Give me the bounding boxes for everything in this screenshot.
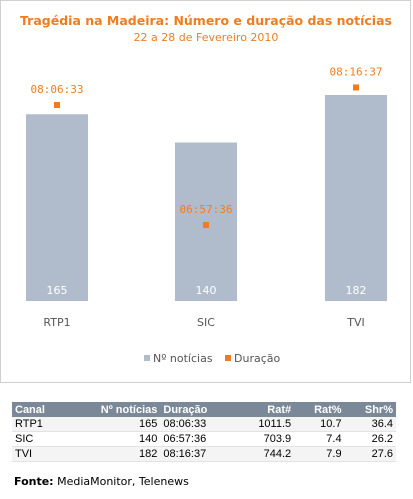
category-label: TVI [346, 316, 365, 329]
data-table: Canal Nº notícias Duração Rat# Rat% Shr%… [12, 402, 396, 462]
chart-title: Tragédia na Madeira: Número e duração da… [20, 13, 392, 28]
cell-shr-pct: 36.4 [344, 417, 396, 432]
cell-rat-pct: 7.4 [294, 431, 345, 447]
duration-marker-sic [203, 222, 209, 228]
legend-label-duracao: Duração [234, 352, 280, 365]
chart-frame: Tragédia na Madeira: Número e duração da… [0, 0, 411, 383]
duration-label: 08:16:37 [330, 65, 383, 78]
cell-rat: 744.2 [235, 446, 295, 462]
cell-canal: SIC [12, 431, 67, 447]
cell-rat: 1011.5 [235, 417, 295, 432]
source-note: Fonte: MediaMonitor, Telenews [14, 475, 189, 488]
duration-label: 06:57:36 [180, 203, 233, 216]
cell-canal: TVI [12, 446, 67, 462]
chart: Tragédia na Madeira: Número e duração da… [20, 13, 392, 365]
bar-rtp1 [26, 114, 88, 301]
cell-rat-pct: 10.7 [294, 417, 345, 432]
cell-noticias: 182 [66, 446, 161, 462]
legend: Nº notícias Duração [144, 352, 280, 365]
header-rat: Rat# [235, 402, 295, 417]
header-rat-pct: Rat% [294, 402, 345, 417]
duration-marker-rtp1 [54, 102, 60, 108]
cell-duracao: 06:57:36 [160, 431, 236, 447]
source-label: Fonte: [14, 475, 54, 488]
header-duracao: Duração [160, 402, 236, 417]
table-row: SIC 140 06:57:36 703.9 7.4 26.2 [12, 431, 396, 447]
bar-value-label: 165 [47, 284, 68, 297]
cell-duracao: 08:06:33 [160, 417, 236, 432]
chart-subtitle: 22 a 28 de Fevereiro 2010 [134, 31, 279, 44]
duration-marker-tvi [353, 84, 359, 91]
category-label: SIC [197, 316, 215, 329]
duration-label: 08:06:33 [31, 83, 84, 96]
table-row: RTP1 165 08:06:33 1011.5 10.7 36.4 [12, 417, 396, 432]
bar-value-label: 140 [196, 284, 217, 297]
header-noticias: Nº notícias [66, 402, 161, 417]
bar-value-label: 182 [346, 284, 367, 297]
cell-rat: 703.9 [235, 431, 295, 447]
cell-duracao: 08:16:37 [160, 446, 236, 462]
bar-sic [175, 142, 237, 301]
bars-layer: 165 RTP1 140 SIC 182 TVI [26, 95, 387, 329]
legend-swatch-duracao [225, 355, 231, 361]
cell-canal: RTP1 [12, 417, 67, 432]
category-label: RTP1 [43, 316, 70, 329]
header-canal: Canal [12, 402, 67, 417]
cell-rat-pct: 7.9 [294, 446, 345, 462]
header-shr-pct: Shr% [344, 402, 396, 417]
markers-layer: 08:06:33 06:57:36 08:16:37 [31, 65, 383, 228]
cell-shr-pct: 27.6 [344, 446, 396, 462]
table-header-row: Canal Nº notícias Duração Rat# Rat% Shr% [12, 402, 396, 417]
legend-label-noticias: Nº notícias [153, 352, 213, 365]
bar-tvi [325, 95, 387, 301]
cell-shr-pct: 26.2 [344, 431, 396, 447]
source-text: MediaMonitor, Telenews [53, 475, 189, 488]
table-row: TVI 182 08:16:37 744.2 7.9 27.6 [12, 446, 396, 462]
legend-swatch-noticias [144, 355, 150, 361]
cell-noticias: 140 [66, 431, 161, 447]
cell-noticias: 165 [66, 417, 161, 432]
